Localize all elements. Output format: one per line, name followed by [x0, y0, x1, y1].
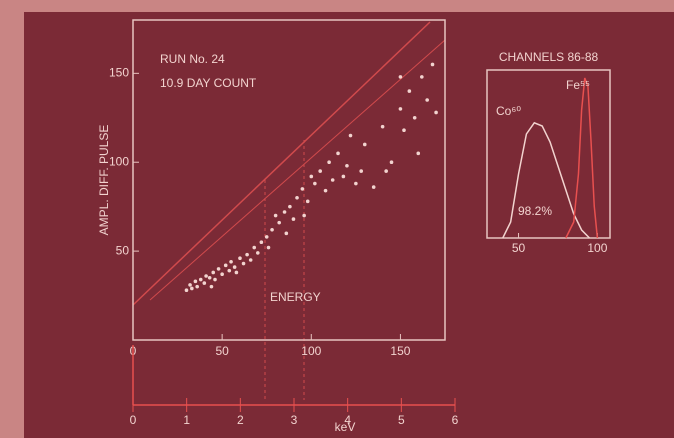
- point: [434, 111, 438, 115]
- y-tick-label: 150: [109, 66, 129, 80]
- point: [203, 281, 207, 285]
- point: [249, 258, 253, 262]
- x-tick-label: 2: [237, 413, 244, 427]
- point: [242, 262, 246, 266]
- point: [210, 285, 214, 289]
- y-tick-label: 100: [109, 154, 129, 168]
- point: [306, 200, 310, 204]
- point: [233, 265, 237, 269]
- point: [208, 276, 212, 280]
- point: [190, 287, 194, 291]
- point: [235, 271, 239, 275]
- point: [252, 246, 256, 250]
- x-tick-label: 6: [452, 413, 459, 427]
- x-tick-label: 0: [130, 413, 137, 427]
- point: [213, 278, 217, 282]
- point: [402, 128, 406, 132]
- chart-title: RUN No. 24: [160, 52, 225, 66]
- point: [342, 175, 346, 179]
- annotation: 98.2%: [518, 204, 552, 218]
- point: [260, 240, 264, 244]
- point: [324, 189, 328, 193]
- x-tick-label: 100: [587, 241, 607, 255]
- point: [349, 134, 353, 138]
- legend-label: Fe⁵⁵: [566, 78, 590, 92]
- point: [318, 169, 322, 173]
- point: [413, 116, 417, 120]
- point: [295, 196, 299, 200]
- point: [302, 214, 306, 218]
- x-tick-label: 100: [301, 344, 321, 358]
- point: [327, 160, 331, 164]
- point: [345, 164, 349, 168]
- point: [354, 182, 358, 186]
- point: [384, 169, 388, 173]
- point: [270, 228, 274, 232]
- point: [204, 274, 208, 278]
- point: [285, 232, 289, 236]
- point: [274, 214, 278, 218]
- point: [267, 246, 271, 250]
- point: [363, 143, 367, 147]
- point: [331, 178, 335, 182]
- x-tick-label: 1: [183, 413, 190, 427]
- point: [336, 152, 340, 156]
- x-tick-label: 50: [215, 344, 229, 358]
- inset-title: CHANNELS 86-88: [499, 50, 599, 64]
- point: [292, 217, 296, 221]
- point: [211, 271, 215, 275]
- point: [283, 210, 287, 214]
- x-tick-label: 50: [512, 241, 526, 255]
- legend-label: Co⁶⁰: [496, 104, 521, 118]
- point: [431, 63, 435, 67]
- point: [408, 89, 412, 93]
- point: [188, 283, 192, 287]
- annotation: ENERGY: [270, 290, 321, 304]
- point: [390, 160, 394, 164]
- point: [420, 75, 424, 79]
- point: [195, 285, 199, 289]
- x-axis-label: keV: [335, 420, 356, 434]
- x-tick-label: 5: [398, 413, 405, 427]
- point: [359, 169, 363, 173]
- chart: 05010015050100150RUN No. 2410.9 DAY COUN…: [0, 0, 674, 438]
- point: [217, 267, 221, 271]
- point: [185, 288, 189, 292]
- x-tick-label: 3: [291, 413, 298, 427]
- y-axis-label: AMPL. DIFF. PULSE: [97, 125, 111, 236]
- point: [301, 187, 305, 191]
- y-tick-label: 50: [116, 243, 130, 257]
- point: [265, 235, 269, 239]
- point: [277, 221, 281, 225]
- point: [416, 152, 420, 156]
- chart-subtitle: 10.9 DAY COUNT: [160, 76, 257, 90]
- point: [288, 205, 292, 209]
- point: [220, 272, 224, 276]
- point: [399, 107, 403, 111]
- point: [425, 98, 429, 102]
- x-tick-label: 150: [390, 344, 410, 358]
- point: [256, 251, 260, 255]
- point: [224, 264, 228, 268]
- point: [399, 75, 403, 79]
- point: [199, 278, 203, 282]
- point: [227, 269, 231, 273]
- point: [245, 253, 249, 257]
- point: [372, 185, 376, 189]
- point: [194, 280, 198, 284]
- point: [309, 175, 313, 179]
- point: [238, 256, 242, 260]
- point: [381, 125, 385, 129]
- point: [313, 182, 317, 186]
- point: [229, 260, 233, 264]
